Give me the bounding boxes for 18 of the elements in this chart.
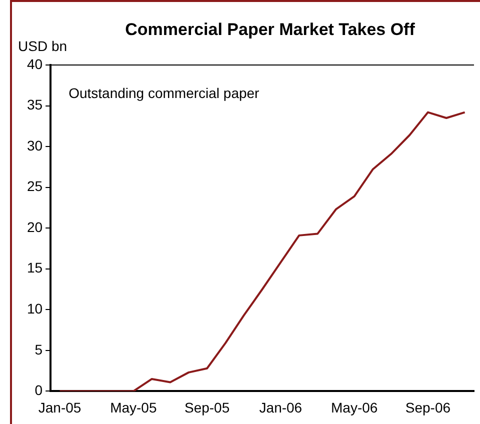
x-tick-label: Sep-05	[184, 399, 230, 416]
y-tick-label: 40	[26, 56, 43, 72]
x-tick-label: May-06	[330, 399, 378, 416]
x-tick-label: May-05	[110, 399, 157, 416]
x-tick-label: Jan-06	[259, 399, 302, 416]
chart-title: Commercial Paper Market Takes Off	[125, 20, 415, 39]
y-tick-label: 25	[26, 178, 43, 194]
y-axis-title: USD bn	[18, 38, 68, 54]
x-tick-label: Sep-06	[405, 399, 451, 416]
y-tick-label: 35	[26, 96, 43, 113]
y-tick-label: 10	[26, 300, 43, 317]
y-tick-label: 30	[26, 137, 43, 154]
text: Outstanding commercial paper	[68, 84, 260, 101]
y-tick-label: 5	[34, 341, 43, 358]
y-tick-label: 20	[26, 218, 43, 235]
y-tick-label: 15	[26, 260, 43, 276]
y-tick-label: 0	[34, 382, 43, 398]
x-tick-label: Jan-05	[38, 399, 82, 416]
